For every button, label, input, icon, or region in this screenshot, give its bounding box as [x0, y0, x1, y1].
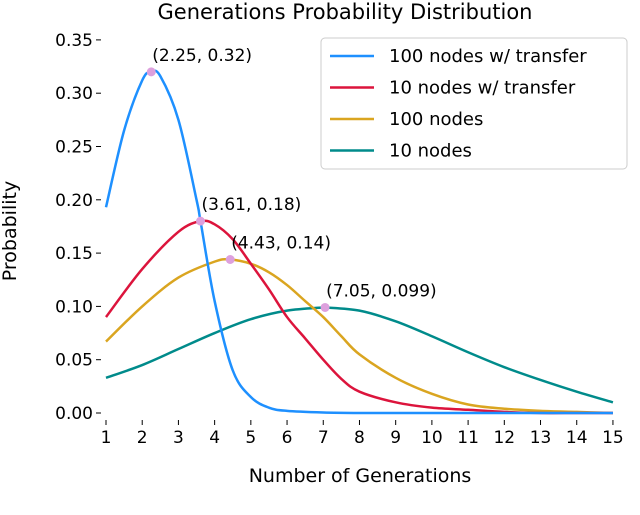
x-tick-label: 5	[245, 428, 256, 448]
annotation-marker	[196, 216, 206, 226]
legend-box	[320, 37, 628, 170]
y-tick-label: 0.10	[55, 297, 93, 317]
y-tick-label: 0.30	[55, 84, 93, 104]
series-line-10-nodes-w-transfer	[105, 219, 613, 415]
x-axis-label: Number of Generations	[249, 465, 472, 487]
y-tick-label: 0.15	[55, 244, 93, 264]
x-tick-label: 13	[530, 428, 552, 448]
annotation-label: (3.61, 0.18)	[202, 195, 302, 215]
x-tick-label: 8	[354, 428, 365, 448]
chart-title: Generations Probability Distribution	[158, 0, 533, 24]
annotation-label: (7.05, 0.099)	[326, 281, 437, 301]
series-line-10-nodes	[105, 305, 614, 404]
x-tick-label: 6	[282, 428, 293, 448]
x-tick-label: 12	[493, 428, 515, 448]
legend-label: 10 nodes	[389, 141, 472, 162]
x-tick-label: 1	[101, 428, 112, 448]
legend-label: 100 nodes	[389, 109, 483, 130]
y-axis-ticks: 0.00 0.05 0.10 0.15 0.20 0.25 0.30 0.35	[55, 31, 101, 424]
x-tick-label: 9	[390, 428, 401, 448]
annotation-label: (4.43, 0.14)	[231, 233, 331, 253]
x-tick-label: 11	[457, 428, 479, 448]
y-tick-label: 0.00	[55, 404, 93, 424]
annotation-marker	[320, 302, 330, 312]
annotation-marker	[146, 67, 156, 77]
annotation-label: (2.25, 0.32)	[152, 46, 252, 66]
x-tick-label: 7	[318, 428, 329, 448]
y-tick-label: 0.20	[55, 191, 93, 211]
y-tick-label: 0.35	[55, 31, 93, 51]
legend: 100 nodes w/ transfer 10 nodes w/ transfe…	[320, 37, 628, 170]
annotation-marker	[225, 254, 235, 264]
legend-label: 100 nodes w/ transfer	[389, 46, 587, 67]
x-tick-label: 2	[137, 428, 148, 448]
y-tick-label: 0.05	[55, 351, 93, 371]
y-tick-label: 0.25	[55, 138, 93, 158]
x-tick-label: 10	[421, 428, 443, 448]
x-axis-ticks: 1 2 3 4 5 6 7 8 9 10 11 12 13 14 15	[101, 420, 624, 448]
x-tick-label: 14	[566, 428, 588, 448]
legend-label: 10 nodes w/ transfer	[389, 78, 576, 99]
series-line-100-nodes	[105, 257, 613, 415]
x-tick-label: 3	[173, 428, 184, 448]
y-axis-label: Probability	[0, 181, 21, 281]
annotations: (2.25, 0.32) (3.61, 0.18) (4.43, 0.14) (7.0…	[146, 46, 437, 312]
x-tick-label: 4	[209, 428, 220, 448]
x-tick-label: 15	[602, 428, 624, 448]
